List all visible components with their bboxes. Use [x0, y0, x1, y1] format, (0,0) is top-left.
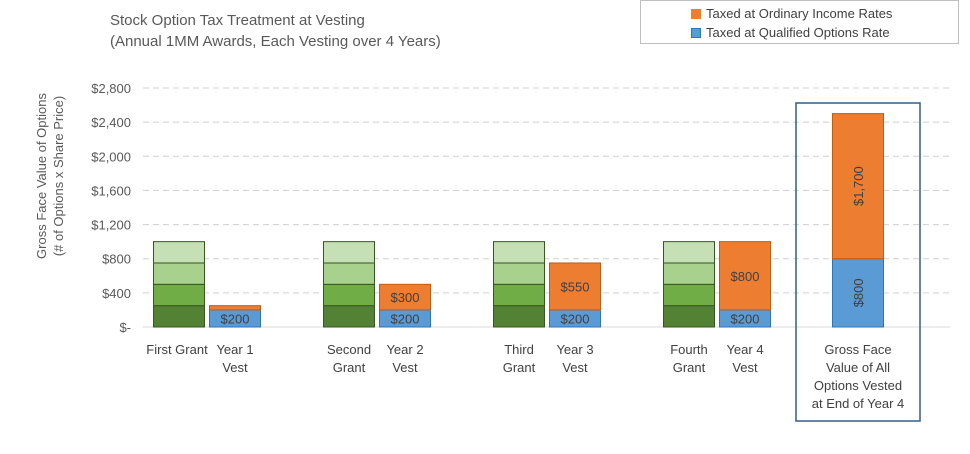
qualified-segment: [832, 258, 884, 328]
legend-item-ordinary: Taxed at Ordinary Income Rates: [691, 6, 892, 21]
category-label: Third: [504, 342, 534, 357]
ordinary-segment: [832, 113, 884, 260]
ordinary-value-label: $1,700: [851, 166, 866, 206]
category-label: Year 1: [216, 342, 253, 357]
grant-segment: [493, 283, 545, 307]
category-label: Value of All: [826, 360, 890, 375]
y-tick-label: $800: [102, 252, 131, 267]
category-label: Vest: [392, 360, 418, 375]
grant-segment: [323, 241, 375, 264]
y-tick-label: $400: [102, 286, 131, 301]
grant-segment: [663, 283, 715, 307]
total-highlight-box: [795, 102, 921, 422]
category-label: First Grant: [146, 342, 208, 357]
qualified-value-label: $800: [851, 278, 866, 307]
category-label: Vest: [732, 360, 758, 375]
ordinary-value-label: $550: [561, 279, 590, 294]
qualified-value-label: $200: [731, 311, 760, 326]
legend-item-qualified: Taxed at Qualified Options Rate: [691, 25, 890, 40]
ordinary-segment: [549, 262, 601, 311]
ordinary-value-label: $800: [731, 269, 760, 284]
y-tick-label: $2,400: [91, 115, 131, 130]
category-label: Second: [327, 342, 371, 357]
chart-title: Stock Option Tax Treatment at Vesting: [110, 12, 365, 29]
grant-segment: [153, 241, 205, 264]
y-axis-title-line: (# of Options x Share Price): [51, 96, 66, 256]
category-label: Grant: [673, 360, 706, 375]
qualified-value-label: $200: [221, 311, 250, 326]
ordinary-value-label: $300: [391, 290, 420, 305]
grant-segment: [153, 283, 205, 307]
legend-label-ordinary: Taxed at Ordinary Income Rates: [706, 6, 893, 21]
legend-label-qualified: Taxed at Qualified Options Rate: [706, 25, 890, 40]
category-label: at End of Year 4: [812, 396, 905, 411]
grant-segment: [153, 262, 205, 285]
y-tick-label: $2,000: [91, 149, 131, 164]
category-label: Grant: [503, 360, 536, 375]
grant-segment: [663, 241, 715, 264]
legend-swatch-qualified: [691, 27, 701, 38]
category-label: Options Vested: [814, 378, 902, 393]
ordinary-segment: [719, 241, 771, 311]
y-axis-title-line: Gross Face Value of Options: [34, 93, 49, 259]
chart-title-block: Stock Option Tax Treatment at Vesting (A…: [110, 10, 441, 52]
qualified-value-label: $200: [391, 311, 420, 326]
y-tick-label: $1,200: [91, 218, 131, 233]
category-label: Fourth: [670, 342, 708, 357]
y-tick-label: $1,600: [91, 183, 131, 198]
y-tick-label: $2,800: [91, 81, 131, 96]
ordinary-segment: [379, 283, 431, 311]
category-label: Grant: [333, 360, 366, 375]
category-label: Year 3: [556, 342, 593, 357]
grant-segment: [153, 305, 205, 328]
category-label: Year 2: [386, 342, 423, 357]
grant-segment: [323, 262, 375, 285]
qualified-value-label: $200: [561, 311, 590, 326]
grant-segment: [493, 305, 545, 328]
category-label: Vest: [562, 360, 588, 375]
grant-segment: [323, 305, 375, 328]
y-tick-label: $-: [119, 320, 131, 335]
ordinary-segment: [209, 305, 261, 311]
grant-segment: [663, 262, 715, 285]
grant-segment: [493, 241, 545, 264]
category-label: Year 4: [726, 342, 763, 357]
y-axis-title: Gross Face Value of Options (# of Options…: [34, 93, 66, 259]
category-label: Vest: [222, 360, 248, 375]
category-label: Gross Face: [824, 342, 891, 357]
grant-segment: [323, 283, 375, 307]
grant-segment: [493, 262, 545, 285]
legend-swatch-ordinary: [691, 8, 701, 19]
chart-legend: Taxed at Ordinary Income Rates Taxed at …: [640, 0, 959, 44]
grant-segment: [663, 305, 715, 328]
chart-subtitle: (Annual 1MM Awards, Each Vesting over 4 …: [110, 33, 441, 50]
